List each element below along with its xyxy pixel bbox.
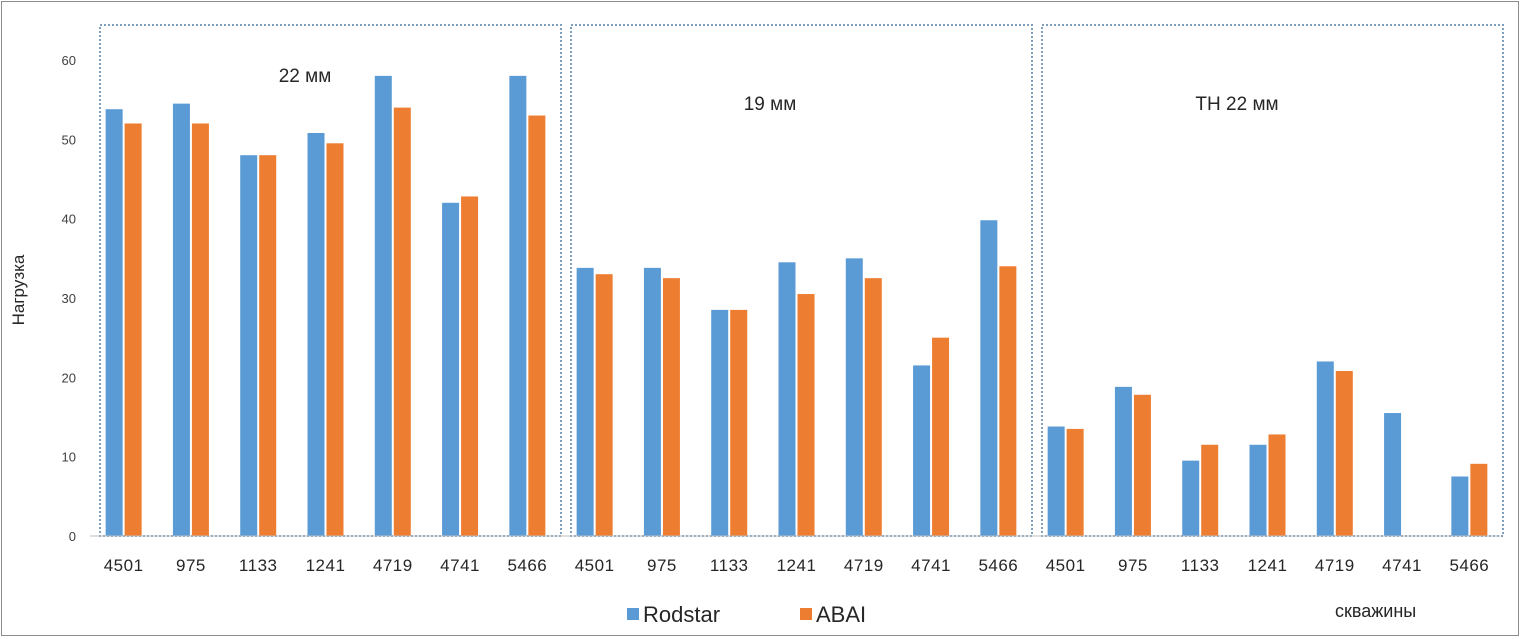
- bar-abai: [999, 266, 1017, 536]
- bar-abai: [595, 274, 613, 536]
- bar-abai: [393, 107, 411, 536]
- bar-rodstar: [913, 365, 931, 536]
- x-tick-label: 4501: [1046, 556, 1086, 575]
- bar-abai: [1201, 444, 1219, 536]
- bar-abai: [326, 143, 344, 537]
- group-box: [570, 24, 1033, 537]
- group-label: 19 мм: [744, 94, 797, 115]
- x-tick-label: 1241: [306, 556, 346, 575]
- y-tick-label: 20: [62, 370, 76, 385]
- y-tick-label: 60: [62, 53, 76, 68]
- bar-rodstar: [307, 132, 325, 536]
- x-tick-label: 4719: [844, 556, 884, 575]
- bar-rodstar: [1047, 426, 1065, 536]
- x-tick-label: 1241: [777, 556, 817, 575]
- bar-rodstar: [576, 267, 594, 536]
- bar-rodstar: [105, 109, 123, 536]
- y-tick-label: 40: [62, 212, 76, 227]
- bar-rodstar: [980, 220, 998, 536]
- x-tick-label: 4719: [373, 556, 413, 575]
- x-axis-ticks: 4501 975 1133 1241 4719 4741 5466 4501 975 1133 12…: [104, 556, 1489, 575]
- legend-label: ABAI: [816, 602, 866, 627]
- x-tick-label: 975: [176, 556, 206, 575]
- bar-rodstar: [172, 103, 190, 536]
- group-box: [99, 24, 562, 537]
- bar-abai: [864, 278, 882, 536]
- group-label: ТН 22 мм: [1195, 94, 1278, 115]
- x-tick-label: 5466: [978, 556, 1018, 575]
- x-tick-label: 1133: [239, 556, 278, 575]
- y-tick-label: 50: [62, 132, 76, 147]
- bar-abai: [1133, 394, 1151, 536]
- x-tick-label: 4741: [1382, 556, 1422, 575]
- bar-abai: [1066, 428, 1084, 536]
- bar-rodstar: [240, 155, 258, 536]
- x-tick-label: 1133: [710, 556, 749, 575]
- y-tick-label: 30: [62, 291, 76, 306]
- y-axis-label: Нагрузка: [9, 254, 28, 325]
- bar-abai: [932, 337, 950, 536]
- x-tick-label: 5466: [507, 556, 547, 575]
- bar-abai: [461, 196, 479, 536]
- bar-rodstar: [1182, 460, 1200, 536]
- bar-abai: [191, 123, 209, 536]
- legend-swatch: [627, 608, 639, 620]
- y-axis-ticks: 0 10 20 30 40 50 60: [62, 53, 76, 544]
- group-labels: 22 мм 19 мм ТН 22 мм: [279, 66, 1279, 115]
- bar-rodstar: [1114, 386, 1132, 536]
- bar-abai: [124, 123, 142, 536]
- x-tick-label: 1241: [1248, 556, 1288, 575]
- group-box: [1041, 24, 1504, 537]
- bar-abai: [1268, 434, 1286, 536]
- x-tick-label: 4741: [911, 556, 951, 575]
- x-axis-label: скважины: [1335, 601, 1416, 621]
- bar-rodstar: [509, 75, 527, 536]
- legend-label: Rodstar: [643, 602, 720, 627]
- bar-rodstar: [1384, 413, 1402, 536]
- bar-rodstar: [1451, 476, 1469, 536]
- x-tick-label: 4501: [575, 556, 615, 575]
- bar-rodstar: [711, 309, 729, 536]
- bar-rodstar: [1316, 361, 1334, 536]
- x-tick-label: 975: [1118, 556, 1148, 575]
- bar-abai: [528, 115, 546, 537]
- bar-rodstar: [374, 75, 392, 536]
- bar-abai: [1470, 463, 1488, 536]
- legend: Rodstar ABAI: [627, 602, 866, 627]
- x-tick-label: 1133: [1181, 556, 1220, 575]
- bar-rodstar: [643, 267, 661, 536]
- x-tick-label: 5466: [1449, 556, 1489, 575]
- bar-abai: [662, 278, 680, 536]
- bar-abai: [1335, 370, 1353, 536]
- bar-rodstar: [442, 202, 460, 537]
- y-tick-label: 0: [69, 529, 76, 544]
- bar-abai: [259, 155, 277, 536]
- bars: [105, 75, 1488, 537]
- bar-abai: [730, 309, 748, 536]
- bar-rodstar: [778, 262, 796, 536]
- x-tick-label: 4501: [104, 556, 144, 575]
- x-tick-label: 4719: [1315, 556, 1355, 575]
- group-boxes: [99, 24, 1504, 537]
- bar-rodstar: [845, 258, 863, 536]
- bar-abai: [797, 294, 815, 536]
- x-tick-label: 4741: [440, 556, 480, 575]
- group-label: 22 мм: [279, 66, 332, 87]
- x-tick-label: 975: [647, 556, 677, 575]
- legend-swatch: [800, 608, 812, 620]
- bar-rodstar: [1249, 444, 1267, 536]
- y-tick-label: 10: [62, 450, 76, 465]
